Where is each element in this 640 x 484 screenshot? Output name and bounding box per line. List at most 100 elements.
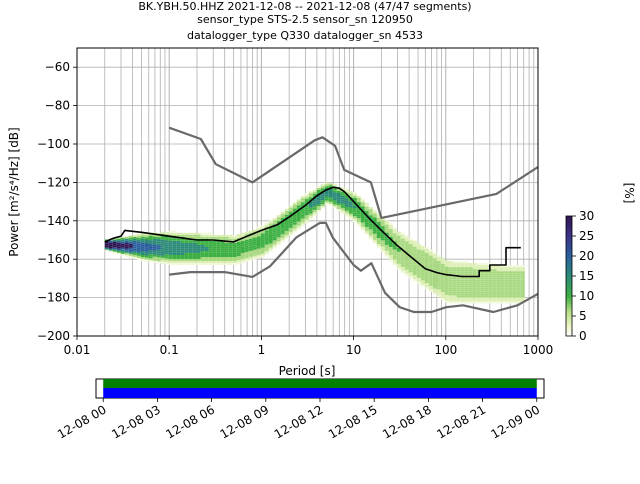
density-cell xyxy=(264,234,269,237)
density-cell xyxy=(376,246,381,249)
density-cell xyxy=(256,250,261,253)
density-cell xyxy=(228,238,233,241)
density-cell xyxy=(128,251,133,254)
x-tick-label: 0.1 xyxy=(160,343,179,357)
density-cell xyxy=(148,244,153,247)
density-cell xyxy=(332,190,337,193)
timeline-tick-label: 12-08 06 xyxy=(163,402,217,441)
density-cell xyxy=(264,242,269,245)
density-cell xyxy=(112,239,117,242)
density-cell xyxy=(396,265,401,268)
density-cell xyxy=(412,269,417,271)
density-cell xyxy=(484,275,489,278)
density-cell xyxy=(272,218,277,221)
density-cell xyxy=(276,225,281,228)
density-cell xyxy=(344,188,349,191)
density-cell xyxy=(452,285,457,288)
density-cell xyxy=(428,277,433,280)
density-cell xyxy=(480,285,485,288)
density-cell xyxy=(440,292,445,294)
density-cell xyxy=(500,269,505,272)
density-cell xyxy=(336,195,341,197)
density-cell xyxy=(424,283,429,286)
density-cell xyxy=(380,242,385,245)
density-cell xyxy=(256,232,261,235)
density-cell xyxy=(172,263,177,265)
density-cell xyxy=(400,246,405,249)
density-cell xyxy=(508,269,513,272)
density-cell xyxy=(472,297,477,300)
density-cell xyxy=(476,285,481,288)
density-cell xyxy=(500,277,505,280)
density-cell xyxy=(180,242,185,245)
density-cell xyxy=(268,221,273,224)
density-cell xyxy=(160,239,165,242)
density-cell xyxy=(360,216,365,219)
density-cell xyxy=(312,209,317,212)
density-cell xyxy=(480,287,485,290)
density-cell xyxy=(212,261,217,263)
density-cell xyxy=(440,273,445,276)
density-cell xyxy=(456,283,461,286)
density-cell xyxy=(492,267,497,270)
density-cell xyxy=(120,235,125,238)
density-cell xyxy=(148,254,153,257)
density-cell xyxy=(376,213,381,216)
density-cell xyxy=(456,295,461,298)
density-cell xyxy=(368,231,373,234)
density-cell xyxy=(420,262,425,265)
density-cell xyxy=(276,241,281,244)
density-cell xyxy=(464,293,469,296)
density-cell xyxy=(296,219,301,222)
density-cell xyxy=(500,299,505,302)
density-cell xyxy=(220,263,225,265)
colorbar-tick-label: 5 xyxy=(579,309,587,323)
density-cell xyxy=(300,222,305,225)
density-cell xyxy=(348,195,353,198)
density-cell xyxy=(428,251,433,254)
density-cell xyxy=(356,220,361,223)
density-cell xyxy=(204,250,209,253)
density-cell xyxy=(244,255,249,258)
density-cell xyxy=(168,242,173,245)
density-cell xyxy=(180,240,185,243)
density-cell xyxy=(508,299,513,302)
density-cell xyxy=(420,246,425,249)
density-cell xyxy=(504,299,509,302)
density-cell xyxy=(252,243,257,246)
density-cell xyxy=(244,245,249,248)
density-cell xyxy=(248,242,253,245)
density-cell xyxy=(428,265,433,268)
density-cell xyxy=(244,247,249,250)
density-cell xyxy=(132,252,137,255)
density-cell xyxy=(380,222,385,225)
y-tick-label: −160 xyxy=(37,252,70,266)
density-cell xyxy=(460,269,465,272)
density-cell xyxy=(372,225,377,228)
density-cell xyxy=(216,248,221,251)
density-cell xyxy=(460,273,465,276)
density-cell xyxy=(180,244,185,247)
density-cell xyxy=(360,228,365,231)
density-cell xyxy=(468,289,473,292)
density-cell xyxy=(176,234,181,237)
coverage-bar-lower xyxy=(103,388,537,398)
density-cell xyxy=(344,202,349,205)
density-cell xyxy=(404,261,409,264)
density-cell xyxy=(400,240,405,243)
density-cell xyxy=(348,215,353,218)
density-cell xyxy=(348,199,353,202)
density-cell xyxy=(456,269,461,272)
density-cell xyxy=(192,250,197,253)
density-cell xyxy=(476,279,481,282)
density-cell xyxy=(332,206,337,209)
density-cell xyxy=(144,255,149,258)
density-cell xyxy=(296,217,301,220)
density-cell xyxy=(148,242,153,245)
density-cell xyxy=(396,267,401,270)
density-cell xyxy=(396,263,401,266)
density-cell xyxy=(388,228,393,231)
colorbar-tick-label: 15 xyxy=(579,269,594,283)
density-cell xyxy=(440,257,445,260)
